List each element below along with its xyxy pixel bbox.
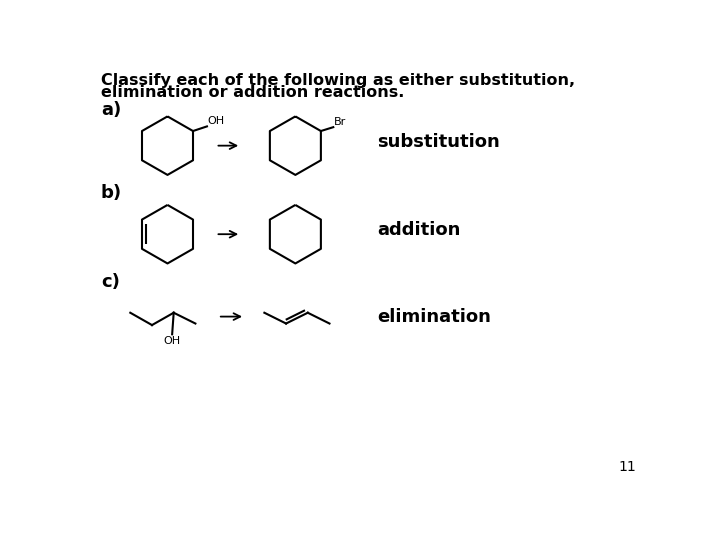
Text: substitution: substitution (377, 133, 500, 151)
Text: OH: OH (208, 117, 225, 126)
Text: elimination: elimination (377, 308, 490, 326)
Text: 11: 11 (618, 461, 636, 475)
Text: Classify each of the following as either substitution,: Classify each of the following as either… (101, 72, 575, 87)
Text: Br: Br (334, 117, 346, 127)
Text: b): b) (101, 184, 122, 202)
Text: c): c) (101, 273, 120, 291)
Text: elimination or addition reactions.: elimination or addition reactions. (101, 85, 404, 100)
Text: a): a) (101, 101, 121, 119)
Text: addition: addition (377, 221, 460, 239)
Text: OH: OH (163, 336, 181, 346)
